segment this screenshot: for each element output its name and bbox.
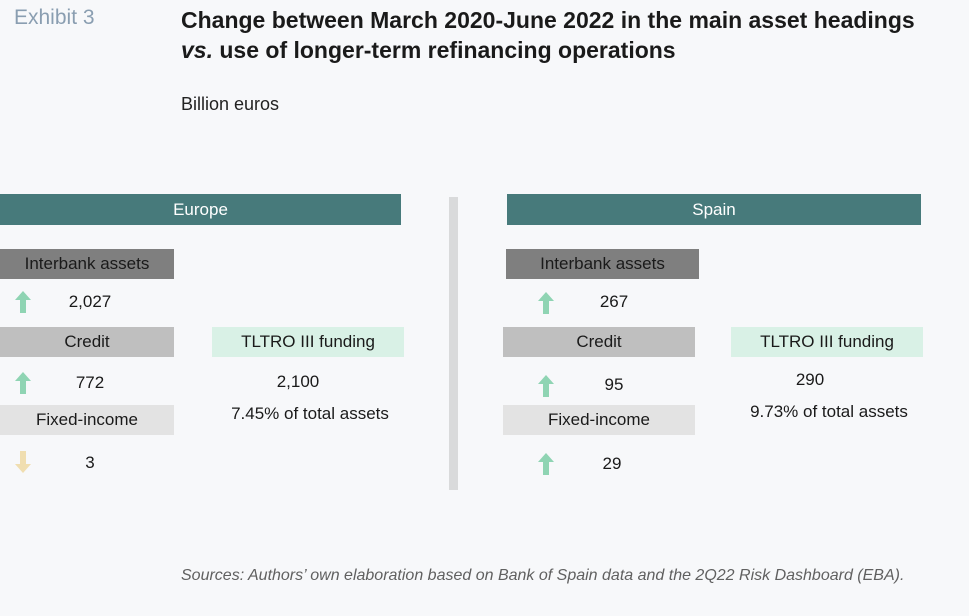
source-note: Sources: Authors’ own elaboration based …: [181, 567, 905, 584]
page-title: Change between March 2020-June 2022 in t…: [181, 5, 951, 65]
title-part1: Change between March 2020-June 2022 in t…: [181, 7, 915, 33]
europe-credit-up-arrow-icon: [15, 372, 31, 394]
europe-credit-label: Credit: [0, 327, 174, 357]
title-vs: vs.: [181, 37, 213, 63]
panel-divider: [449, 197, 458, 490]
spain-credit-value: 95: [604, 375, 624, 394]
spain-tltro-value: 290: [795, 370, 825, 389]
europe-tltro-value: 2,100: [276, 372, 320, 391]
europe-interbank-value: 2,027: [68, 292, 112, 311]
spain-tltro-share: 9.73% of total assets: [750, 402, 908, 421]
spain-tltro-label: TLTRO III funding: [731, 327, 923, 357]
spain-interbank-up-arrow-icon: [538, 292, 554, 314]
europe-fixed-income-label: Fixed-income: [0, 405, 174, 435]
europe-tltro-share: 7.45% of total assets: [231, 404, 389, 423]
europe-interbank-label: Interbank assets: [0, 249, 174, 279]
europe-interbank-up-arrow-icon: [15, 291, 31, 313]
europe-credit-value: 772: [75, 373, 105, 392]
unit-label: Billion euros: [181, 94, 280, 114]
exhibit-label: Exhibit 3: [14, 6, 95, 29]
europe-fixed-income-down-arrow-icon: [15, 451, 31, 473]
spain-interbank-label: Interbank assets: [506, 249, 699, 279]
spain-credit-label: Credit: [503, 327, 695, 357]
europe-fixed-income-value: 3: [85, 453, 95, 472]
spain-fixed-income-up-arrow-icon: [538, 453, 554, 475]
spain-fixed-income-value: 29: [602, 454, 622, 473]
europe-header: Europe: [0, 194, 401, 225]
spain-interbank-value: 267: [599, 292, 629, 311]
europe-tltro-label: TLTRO III funding: [212, 327, 404, 357]
spain-header: Spain: [507, 194, 921, 225]
title-part2: use of longer-term refinancing operation…: [212, 37, 676, 63]
spain-fixed-income-label: Fixed-income: [503, 405, 695, 435]
spain-credit-up-arrow-icon: [538, 375, 554, 397]
